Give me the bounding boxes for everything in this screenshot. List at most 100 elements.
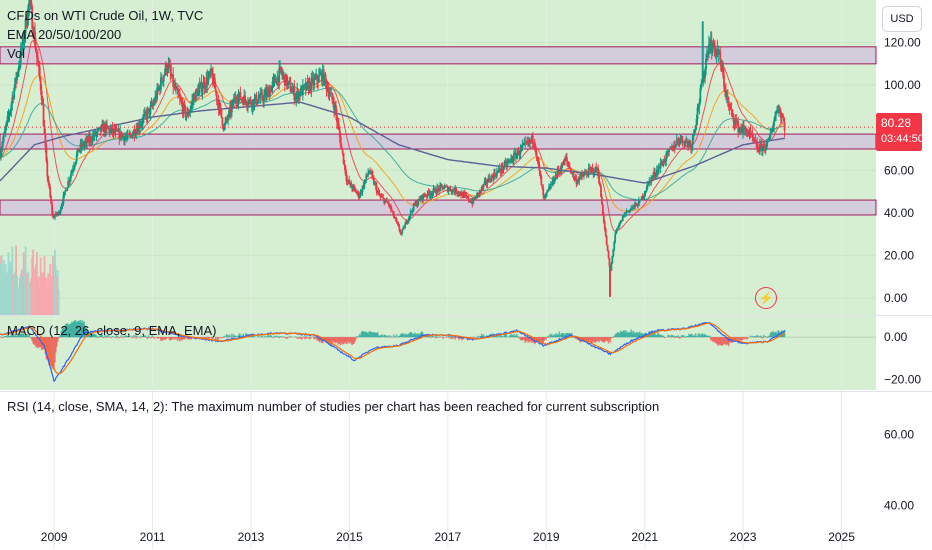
legend-symbol[interactable]: CFDs on WTI Crude Oil, 1W, TVC (7, 8, 204, 23)
candle-body (550, 184, 553, 185)
candle (171, 74, 174, 78)
candle-body (57, 211, 60, 214)
lightning-icon[interactable]: ⚡ (755, 287, 777, 309)
macd-histogram-bar (768, 335, 771, 338)
candle-body (195, 89, 197, 101)
macd-histogram-bar (144, 335, 147, 338)
macd-histogram-bar (530, 337, 532, 341)
candle-body (8, 113, 11, 116)
macd-histogram-bar (33, 337, 35, 345)
macd-histogram-bar (201, 337, 204, 339)
candle (50, 194, 53, 205)
candle-body (346, 180, 349, 182)
macd-histogram-bar (430, 336, 433, 338)
candle-body (677, 140, 680, 143)
candle-body (746, 132, 749, 136)
candle-body (36, 51, 38, 58)
candle (748, 127, 751, 140)
candle (737, 117, 740, 138)
candle (101, 119, 104, 127)
candle (349, 181, 352, 188)
macd-histogram-bar (184, 337, 187, 339)
legend-vol[interactable]: Vol (7, 46, 26, 61)
candle (389, 204, 391, 209)
macd-histogram-bar (336, 337, 338, 343)
candle-body (707, 44, 710, 55)
legend-rsi[interactable]: RSI (14, close, SMA, 14, 2): The maximum… (7, 399, 660, 414)
legend-ema[interactable]: EMA 20/50/100/200 (7, 27, 122, 42)
macd-histogram-bar (231, 333, 233, 338)
macd-histogram-bar (345, 337, 348, 344)
candle (107, 127, 110, 133)
currency-button[interactable]: USD (882, 6, 922, 32)
candle-body (754, 140, 757, 142)
candle-body (133, 130, 136, 136)
candle-body (571, 172, 574, 173)
candle-body (69, 177, 71, 182)
candle (361, 185, 364, 196)
candle-body (492, 176, 494, 180)
candle (343, 159, 346, 170)
candle-body (597, 168, 600, 175)
candle-body (154, 96, 157, 103)
macd-histogram-bar (236, 336, 239, 338)
candle (620, 219, 623, 223)
candle (408, 215, 411, 221)
macd-histogram-bar (43, 337, 46, 350)
candle (231, 98, 234, 109)
macd-histogram-bar (656, 335, 658, 338)
macd-histogram-bar (55, 337, 57, 353)
candle-body (660, 162, 663, 165)
candle-body (606, 244, 609, 252)
candle (557, 165, 560, 177)
candle-body (393, 216, 396, 219)
macd-histogram-bar (621, 331, 624, 338)
candle-body (583, 174, 585, 177)
macd-histogram-bar (584, 337, 586, 341)
macd-histogram-bar (681, 335, 684, 338)
candle-body (374, 183, 377, 186)
macd-histogram-bar (384, 334, 386, 338)
candle (274, 74, 277, 83)
candle (158, 85, 160, 92)
macd-histogram-bar (6, 333, 9, 338)
macd-histogram-bar (763, 336, 766, 338)
candle (53, 214, 55, 219)
candle (273, 74, 276, 87)
legend-macd[interactable]: MACD (12, 26, close, 9, EMA, EMA) (7, 323, 217, 338)
macd-histogram-bar (61, 328, 64, 338)
candle-body (516, 150, 519, 155)
macd-histogram-bar (134, 335, 137, 338)
macd-histogram-bar (268, 336, 271, 338)
candle (694, 125, 697, 133)
macd-histogram-bar (143, 335, 145, 338)
candle-body (710, 40, 713, 53)
candle (106, 125, 109, 129)
candle-body (357, 192, 360, 198)
macd-histogram-bar (623, 330, 626, 338)
candle (179, 94, 182, 103)
candle-body (330, 92, 333, 94)
candle (729, 102, 732, 111)
candle (651, 176, 653, 182)
candle-body (210, 68, 212, 74)
macd-histogram-bar (109, 337, 112, 339)
candle (191, 93, 194, 113)
candle (327, 82, 330, 100)
candle (510, 154, 512, 164)
candle (51, 200, 53, 217)
candle-body (566, 157, 568, 162)
candle (700, 79, 703, 91)
candle (781, 112, 784, 118)
candle-body (508, 160, 511, 162)
macd-histogram-bar (723, 337, 725, 344)
candle-body (324, 74, 327, 82)
macd-histogram-bar (199, 337, 202, 338)
candle (254, 94, 257, 101)
macd-histogram-bar (377, 334, 380, 338)
macd-histogram-bar (326, 337, 329, 343)
candle (612, 248, 615, 258)
candle (399, 228, 402, 235)
